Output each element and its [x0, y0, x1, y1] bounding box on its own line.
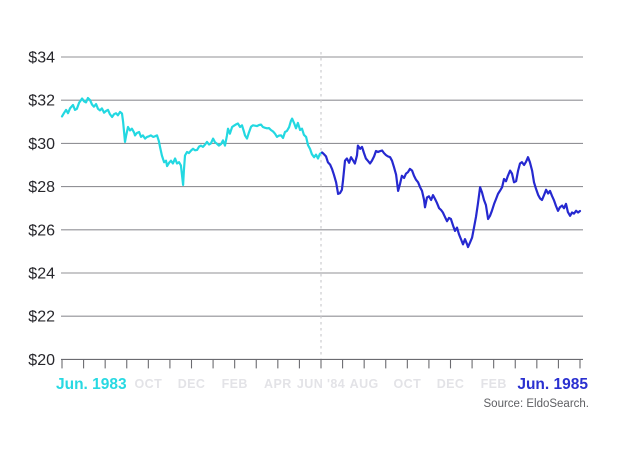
y-axis-label: $24 — [28, 266, 55, 283]
series-lines — [60, 96, 582, 249]
x-axis-end-label: Jun. 1985 — [517, 376, 588, 393]
x-axis-label: OCT — [135, 377, 163, 391]
x-axis-start-label: Jun. 1983 — [56, 376, 127, 393]
series-line-jun-1983-to-jun-1984 — [60, 96, 324, 186]
x-axis-labels: OCT DEC FEB APR JUN '84 AUG OCT DEC FEB Jun. 1983… — [56, 376, 588, 393]
x-axis-label: APR — [264, 377, 292, 391]
x-axis-label: DEC — [437, 377, 465, 391]
y-axis-label: $30 — [28, 136, 55, 153]
x-axis-label: AUG — [350, 377, 379, 391]
y-axis-label: $22 — [28, 309, 55, 326]
x-axis — [61, 359, 581, 369]
y-axis-label: $28 — [28, 179, 55, 196]
y-axis-label: $20 — [28, 352, 55, 369]
y-axis-label: $34 — [28, 50, 55, 67]
x-axis-label: FEB — [222, 377, 248, 391]
y-axis-label: $26 — [28, 222, 55, 239]
x-axis-label: DEC — [178, 377, 206, 391]
series-line-jun-1984-to-jun-1985 — [321, 144, 582, 249]
y-axis-label: $32 — [28, 93, 55, 110]
x-axis-label: OCT — [394, 377, 422, 391]
x-axis-label: FEB — [481, 377, 507, 391]
gridlines — [61, 56, 583, 360]
source-credit: Source: EldoSearch. — [483, 398, 589, 410]
x-axis-label: JUN '84 — [297, 377, 345, 391]
y-axis-labels: $34 $32 $30 $28 $26 $24 $22 $20 — [28, 50, 55, 369]
